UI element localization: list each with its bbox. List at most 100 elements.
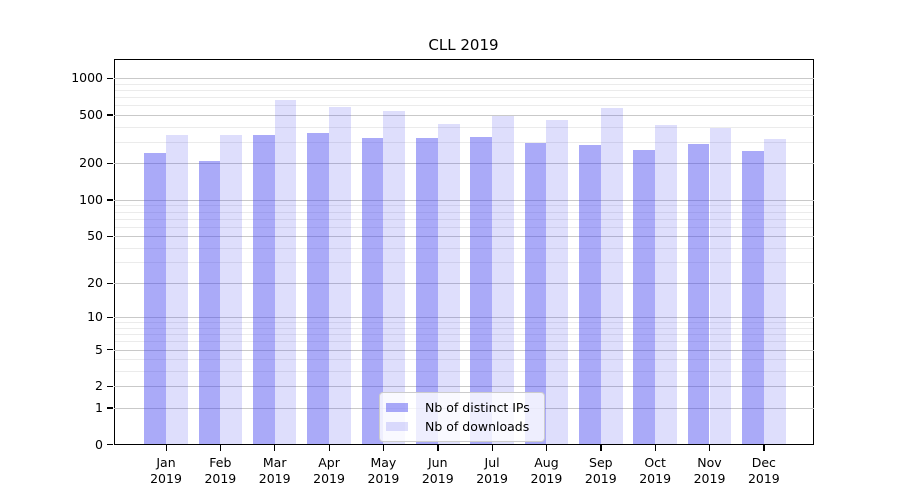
- y-gridline-minor-80: [113, 211, 814, 213]
- bar-distinct-ips-jun: [415, 138, 438, 445]
- x-tick-label-apr: Apr 2019: [313, 454, 345, 486]
- y-gridline-minor-700: [113, 97, 814, 99]
- bar-downloads-apr: [329, 106, 351, 445]
- y-gridline-major-5: [113, 349, 814, 351]
- bar-distinct-ips-aug: [524, 142, 547, 445]
- y-gridline-major-200: [113, 163, 814, 165]
- y-tick-label-1: 1: [95, 399, 103, 415]
- y-gridline-major-500: [113, 114, 814, 116]
- y-gridline-minor-900: [113, 83, 814, 85]
- y-gridline-major-10: [113, 317, 814, 319]
- y-tick-mark-20: [107, 282, 113, 284]
- y-tick-label-50: 50: [87, 228, 103, 244]
- y-tick-label-2: 2: [95, 378, 103, 394]
- plot-area: [113, 59, 814, 445]
- bar-downloads-mar: [274, 99, 297, 445]
- x-tick-mark-nov: [709, 444, 711, 451]
- x-tick-label-oct: Oct 2019: [639, 454, 672, 486]
- bar-downloads-jun: [437, 123, 460, 445]
- x-tick-mark-mar: [274, 444, 276, 451]
- y-tick-label-1000: 1000: [71, 70, 103, 86]
- y-gridline-minor-30: [113, 262, 814, 264]
- y-gridline-minor-400: [113, 126, 814, 128]
- y-gridline-major-1000: [113, 78, 814, 80]
- x-tick-label-jan: Jan 2019: [150, 454, 182, 486]
- bar-distinct-ips-jul: [470, 136, 493, 445]
- y-gridline-minor-600: [113, 105, 814, 107]
- x-tick-mark-may: [382, 444, 385, 451]
- bar-distinct-ips-dec: [742, 150, 764, 445]
- bar-distinct-ips-feb: [198, 160, 221, 445]
- y-gridline-minor-60: [113, 226, 814, 228]
- bar-distinct-ips-oct: [633, 149, 656, 445]
- x-tick-mark-aug: [545, 444, 548, 451]
- bar-downloads-jan: [166, 134, 188, 445]
- x-tick-label-aug: Aug 2019: [530, 454, 563, 486]
- y-gridline-minor-7: [113, 334, 814, 336]
- x-tick-label-jul: Jul 2019: [476, 454, 508, 486]
- x-tick-mark-jul: [491, 444, 493, 451]
- bar-downloads-nov: [709, 127, 732, 445]
- legend-label-downloads: Nb of downloads: [425, 419, 530, 434]
- y-gridline-minor-40: [113, 247, 814, 249]
- legend: Nb of distinct IPs Nb of downloads: [379, 392, 545, 442]
- y-tick-mark-100: [107, 199, 113, 201]
- y-gridline-minor-9: [113, 322, 814, 324]
- y-tick-mark-50: [107, 235, 113, 237]
- y-tick-mark-2: [107, 385, 113, 388]
- legend-swatch-downloads: [386, 421, 408, 432]
- bar-distinct-ips-nov: [687, 143, 710, 445]
- x-tick-mark-sep: [600, 444, 602, 451]
- y-tick-mark-10: [107, 316, 113, 319]
- x-tick-mark-dec: [763, 444, 765, 451]
- bar-downloads-dec: [763, 138, 786, 445]
- y-gridline-major-100: [113, 199, 814, 201]
- x-tick-mark-jan: [165, 444, 167, 451]
- y-gridline-major-20: [113, 283, 814, 285]
- y-tick-label-10: 10: [87, 309, 103, 325]
- y-tick-label-100: 100: [79, 191, 103, 207]
- y-gridline-major-50: [113, 236, 814, 238]
- bar-downloads-feb: [220, 134, 243, 445]
- bar-distinct-ips-may: [361, 137, 384, 445]
- y-tick-label-200: 200: [79, 155, 103, 171]
- x-tick-label-mar: Mar 2019: [258, 454, 291, 486]
- y-tick-mark-0: [107, 444, 113, 446]
- y-gridline-minor-4: [113, 359, 814, 361]
- x-tick-label-nov: Nov 2019: [693, 454, 726, 486]
- bar-downloads-aug: [546, 120, 569, 445]
- legend-label-distinct-ips: Nb of distinct IPs: [425, 400, 530, 415]
- y-gridline-major-2: [113, 386, 814, 388]
- y-gridline-minor-800: [113, 90, 814, 92]
- x-tick-mark-feb: [219, 444, 222, 451]
- y-gridline-minor-6: [113, 341, 814, 343]
- x-tick-label-feb: Feb 2019: [204, 454, 237, 486]
- y-tick-mark-200: [107, 162, 113, 165]
- chart-title: CLL 2019: [428, 36, 499, 54]
- x-tick-label-sep: Sep 2019: [584, 454, 617, 486]
- y-tick-mark-1: [107, 407, 113, 409]
- y-gridline-minor-8: [113, 328, 814, 330]
- y-tick-label-5: 5: [95, 341, 103, 357]
- legend-row-distinct-ips: Nb of distinct IPs: [386, 398, 536, 417]
- bar-distinct-ips-apr: [307, 132, 330, 445]
- x-tick-mark-oct: [654, 444, 656, 451]
- x-tick-mark-apr: [328, 444, 330, 451]
- x-tick-label-may: May 2019: [367, 454, 400, 486]
- y-tick-label-500: 500: [79, 106, 103, 122]
- bar-downloads-oct: [655, 124, 677, 445]
- y-gridline-minor-300: [113, 141, 814, 143]
- bar-downloads-may: [383, 110, 406, 445]
- y-tick-label-0: 0: [95, 436, 103, 452]
- y-gridline-minor-90: [113, 205, 814, 207]
- y-gridline-minor-3: [113, 371, 814, 373]
- y-gridline-minor-70: [113, 218, 814, 220]
- legend-swatch-distinct-ips: [386, 402, 408, 413]
- bar-distinct-ips-sep: [579, 145, 601, 445]
- x-tick-label-jun: Jun 2019: [421, 454, 454, 486]
- y-tick-mark-500: [107, 114, 113, 116]
- y-tick-label-20: 20: [87, 275, 103, 291]
- y-tick-mark-5: [107, 349, 113, 351]
- bar-downloads-sep: [600, 107, 623, 445]
